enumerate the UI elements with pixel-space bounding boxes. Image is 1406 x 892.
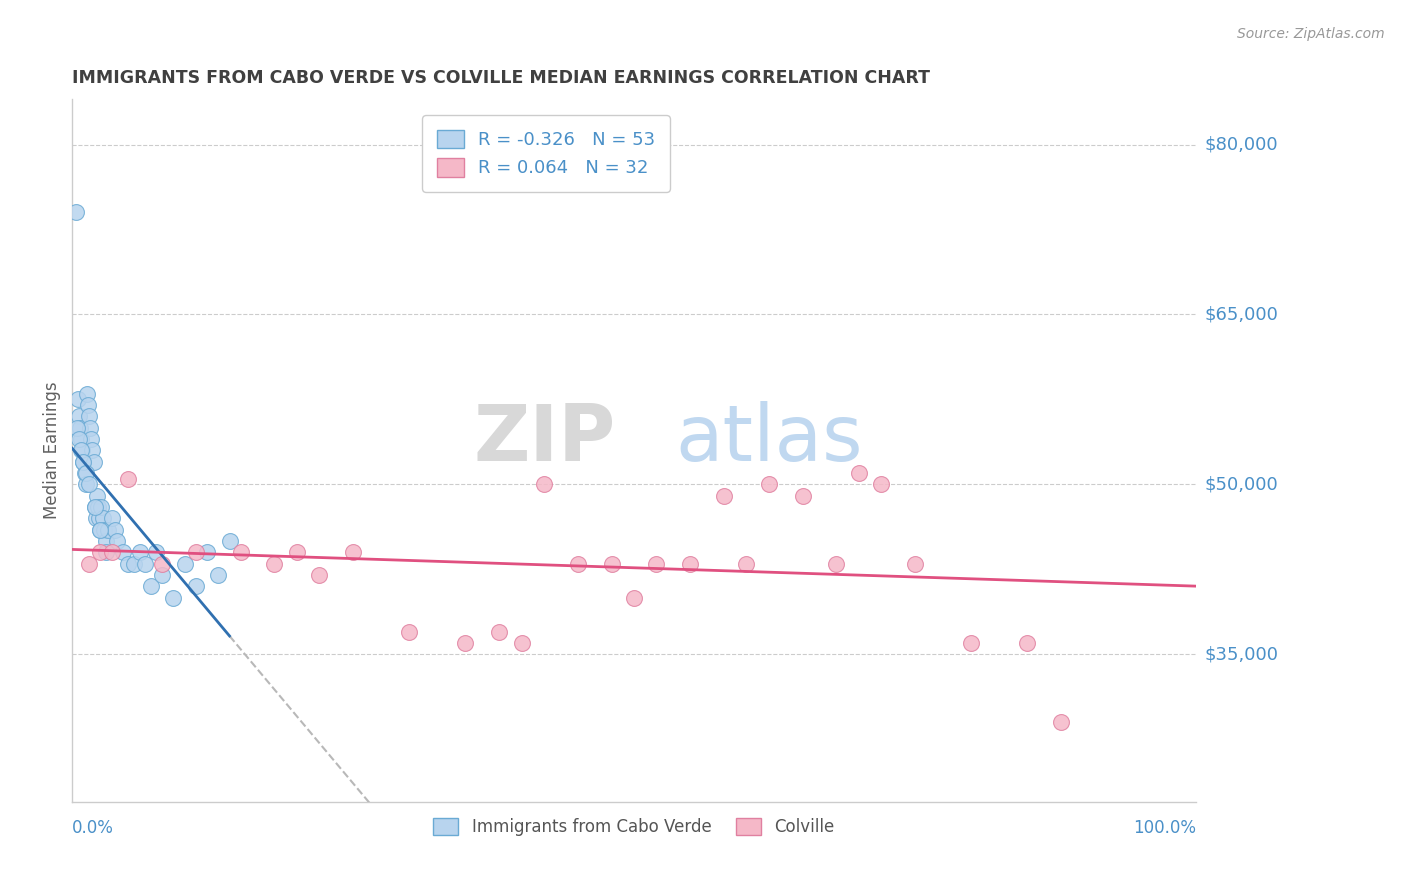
Point [567,557,589,571]
Point [67,409,90,424]
Point [117,472,139,486]
Point [89,523,111,537]
Point [77,409,100,424]
Point [145,545,167,559]
Point [86,489,108,503]
Point [488,624,510,639]
Point [97,523,120,537]
Point [83,455,105,469]
Point [72,443,94,458]
Point [134,557,156,571]
Point [645,557,668,571]
Point [184,579,207,593]
Point [84,511,107,525]
Point [89,511,111,525]
Point [100,511,122,525]
Text: atlas: atlas [675,401,863,477]
Point [162,591,184,605]
Point [848,466,870,480]
Text: IMMIGRANTS FROM CABO VERDE VS COLVILLE MEDIAN EARNINGS CORRELATION CHART: IMMIGRANTS FROM CABO VERDE VS COLVILLE M… [72,69,931,87]
Point [960,636,983,650]
Point [82,443,104,458]
Point [69,421,91,435]
Point [105,534,128,549]
Point [150,568,173,582]
Text: ZIP: ZIP [472,401,616,477]
Point [87,500,110,514]
Point [792,489,814,503]
Point [285,545,308,559]
Point [454,636,477,650]
Point [207,568,229,582]
Point [117,557,139,571]
Point [870,477,893,491]
Point [73,466,96,480]
Text: 0.0%: 0.0% [72,819,114,837]
Point [195,545,218,559]
Point [825,557,848,571]
Point [80,432,103,446]
Text: $65,000: $65,000 [1205,305,1278,324]
Point [83,500,105,514]
Point [77,477,100,491]
Point [398,624,420,639]
Point [184,545,207,559]
Text: $35,000: $35,000 [1205,645,1279,664]
Text: Source: ZipAtlas.com: Source: ZipAtlas.com [1237,27,1385,41]
Point [139,579,162,593]
Point [70,432,93,446]
Text: $50,000: $50,000 [1205,475,1278,493]
Point [904,557,927,571]
Point [122,557,145,571]
Point [83,500,105,514]
Point [510,636,533,650]
Point [533,477,555,491]
Point [72,455,94,469]
Point [679,557,702,571]
Point [111,545,134,559]
Point [66,392,89,407]
Point [75,466,97,480]
Point [1017,636,1039,650]
Point [70,443,93,458]
Point [93,523,115,537]
Point [89,545,111,559]
Point [218,534,240,549]
Point [67,432,90,446]
Point [100,545,122,559]
Point [173,557,195,571]
Text: 100.0%: 100.0% [1133,819,1195,837]
Point [94,545,117,559]
Point [342,545,364,559]
Point [758,477,780,491]
Point [623,591,645,605]
Point [91,511,114,525]
Point [128,545,150,559]
Point [713,489,735,503]
Point [66,421,89,435]
Point [65,205,87,219]
Point [89,523,111,537]
Y-axis label: Median Earnings: Median Earnings [44,382,60,519]
Point [77,557,100,571]
Point [90,500,112,514]
Point [1050,715,1073,730]
Text: $80,000: $80,000 [1205,136,1278,153]
Point [263,557,285,571]
Point [150,557,173,571]
Point [229,545,252,559]
Point [76,386,98,401]
Point [79,421,101,435]
Legend: Immigrants from Cabo Verde, Colville: Immigrants from Cabo Verde, Colville [426,811,842,842]
Point [308,568,330,582]
Point [104,523,127,537]
Point [94,534,117,549]
Point [735,557,758,571]
Point [77,398,100,412]
Point [600,557,623,571]
Point [72,455,94,469]
Point [75,477,97,491]
